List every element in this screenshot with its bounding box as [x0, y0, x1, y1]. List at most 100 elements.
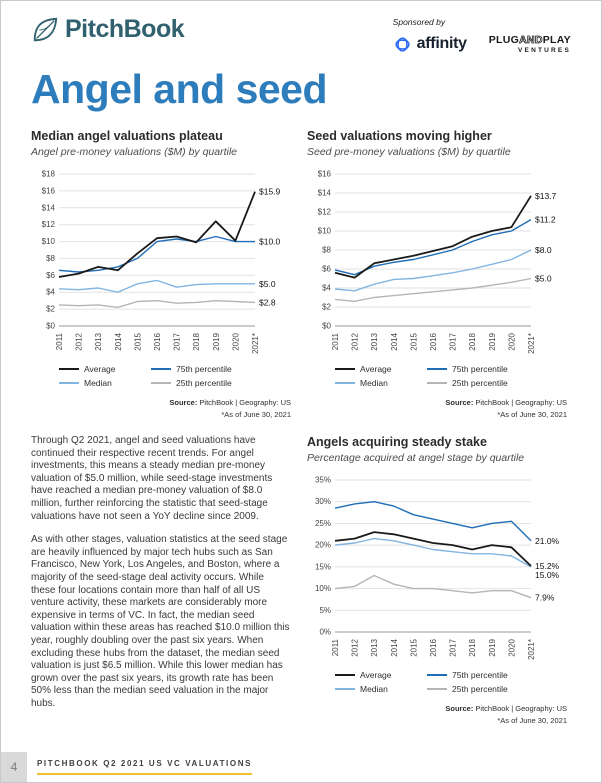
- source-body: PitchBook | Geography: US: [473, 398, 567, 407]
- svg-text:15.2%: 15.2%: [535, 561, 560, 571]
- legend-label: 25th percentile: [452, 378, 508, 388]
- chart-subtitle: Angel pre-money valuations ($M) by quart…: [31, 146, 238, 158]
- source-line: Source: PitchBook | Geography: US *As of…: [31, 397, 291, 421]
- legend-item: 25th percentile: [151, 378, 263, 388]
- source-body: PitchBook | Geography: US: [473, 704, 567, 713]
- svg-text:21.0%: 21.0%: [535, 536, 560, 546]
- svg-text:2015: 2015: [409, 638, 418, 656]
- svg-text:2016: 2016: [153, 332, 162, 350]
- svg-text:10%: 10%: [315, 584, 331, 593]
- svg-text:30%: 30%: [315, 497, 331, 506]
- svg-text:$10: $10: [42, 237, 56, 246]
- svg-text:7.9%: 7.9%: [535, 593, 555, 603]
- legend-label: Average: [360, 670, 392, 680]
- source-label: Source:: [445, 704, 474, 713]
- legend-line-swatch: [335, 674, 355, 676]
- svg-text:$16: $16: [318, 170, 332, 179]
- svg-text:$12: $12: [42, 220, 56, 229]
- chart-legend: Average 75th percentile Median 25th percent…: [31, 364, 291, 388]
- svg-text:2018: 2018: [468, 638, 477, 656]
- page-header: PitchBook Sponsored by affinity PLUG AND P…: [1, 1, 601, 54]
- svg-text:$13.7: $13.7: [535, 191, 557, 201]
- svg-text:2015: 2015: [409, 332, 418, 350]
- legend-line-swatch: [427, 674, 447, 676]
- chart-legend: Average 75th percentile Median 25th percent…: [307, 670, 567, 694]
- legend-line-swatch: [335, 688, 355, 690]
- svg-text:2011: 2011: [331, 332, 340, 350]
- legend-line-swatch: [335, 382, 355, 384]
- svg-text:$8: $8: [46, 254, 55, 263]
- footer-title: PITCHBOOK Q2 2021 US VC VALUATIONS: [37, 759, 253, 775]
- svg-text:2012: 2012: [351, 638, 360, 656]
- svg-text:2013: 2013: [370, 638, 379, 656]
- svg-text:2015: 2015: [133, 332, 142, 350]
- legend-item: 75th percentile: [427, 670, 539, 680]
- svg-text:5%: 5%: [319, 606, 331, 615]
- svg-text:2013: 2013: [94, 332, 103, 350]
- legend-line-swatch: [59, 368, 79, 370]
- svg-text:2019: 2019: [488, 332, 497, 350]
- svg-text:15.0%: 15.0%: [535, 570, 560, 580]
- source-label: Source:: [445, 398, 474, 407]
- svg-text:$0: $0: [46, 322, 55, 331]
- svg-text:$18: $18: [42, 170, 56, 179]
- svg-text:2020: 2020: [231, 332, 240, 350]
- legend-item: Median: [335, 378, 427, 388]
- seed-valuations-chart: $0 $2 $4 $6 $8 $10 $12 $14 $16 2011 2012 2013 2014 20…: [318, 170, 557, 354]
- page-footer: 4 PITCHBOOK Q2 2021 US VC VALUATIONS: [1, 752, 601, 782]
- legend-label: Median: [360, 684, 388, 694]
- legend-line-swatch: [427, 688, 447, 690]
- legend-item: 75th percentile: [151, 364, 263, 374]
- svg-text:15%: 15%: [315, 562, 331, 571]
- legend-item: Median: [59, 378, 151, 388]
- chart-title: Seed valuations moving higher: [307, 129, 492, 143]
- legend-line-swatch: [151, 382, 171, 384]
- svg-text:2016: 2016: [429, 638, 438, 656]
- legend-label: Average: [84, 364, 116, 374]
- svg-text:2017: 2017: [449, 638, 458, 656]
- chart-legend: Average 75th percentile Median 25th percent…: [307, 364, 567, 388]
- legend-label: Average: [360, 364, 392, 374]
- svg-text:$6: $6: [322, 265, 331, 274]
- affinity-wordmark: affinity: [416, 35, 467, 52]
- svg-text:25%: 25%: [315, 519, 331, 528]
- page-title: Angel and seed: [31, 66, 328, 112]
- source-line: Source: PitchBook | Geography: US *As of…: [307, 397, 567, 421]
- svg-text:2021*: 2021*: [527, 333, 536, 354]
- pitchbook-wordmark: PitchBook: [65, 15, 185, 43]
- svg-text:$2: $2: [322, 303, 331, 312]
- svg-text:2017: 2017: [449, 332, 458, 350]
- svg-text:$8: $8: [322, 246, 331, 255]
- source-line: Source: PitchBook | Geography: US *As of…: [307, 703, 567, 727]
- plugandplay-wordmark: PLUG AND PLAY: [488, 34, 571, 47]
- legend-line-swatch: [151, 368, 171, 370]
- svg-text:$6: $6: [46, 271, 55, 280]
- body-paragraph: Through Q2 2021, angel and seed valuatio…: [31, 435, 273, 522]
- svg-text:0%: 0%: [319, 628, 331, 637]
- affinity-logo: affinity: [393, 35, 467, 54]
- legend-label: 75th percentile: [452, 364, 508, 374]
- svg-text:$12: $12: [318, 208, 332, 217]
- top-charts-row: Median angel valuations plateau Angel pr…: [1, 129, 601, 421]
- svg-text:$10: $10: [318, 227, 332, 236]
- svg-text:$0: $0: [322, 322, 331, 331]
- asof-note: *As of June 30, 2021: [221, 410, 291, 419]
- svg-text:2021*: 2021*: [527, 639, 536, 660]
- sponsored-by-label: Sponsored by: [392, 17, 446, 27]
- svg-text:2018: 2018: [192, 332, 201, 350]
- svg-text:2012: 2012: [75, 332, 84, 350]
- chart-subtitle: Percentage acquired at angel stage by qu…: [307, 452, 525, 464]
- affinity-knot-icon: [395, 36, 410, 52]
- svg-text:35%: 35%: [315, 476, 331, 485]
- legend-item: Average: [335, 670, 427, 680]
- source-label: Source:: [169, 398, 198, 407]
- legend-label: Median: [360, 378, 388, 388]
- legend-item: Median: [335, 684, 427, 694]
- legend-label: 25th percentile: [176, 378, 232, 388]
- svg-text:2017: 2017: [173, 332, 182, 350]
- legend-label: Median: [84, 378, 112, 388]
- body-text-column: Through Q2 2021, angel and seed valuatio…: [31, 435, 291, 721]
- source-body: PitchBook | Geography: US: [197, 398, 291, 407]
- svg-text:20%: 20%: [315, 541, 331, 550]
- legend-item: 25th percentile: [427, 684, 539, 694]
